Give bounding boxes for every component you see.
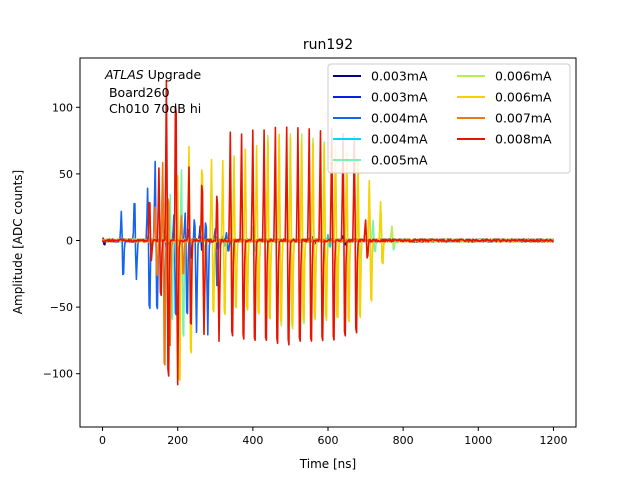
legend-label: 0.004mA — [371, 132, 428, 147]
x-tick-label: 0 — [99, 434, 106, 447]
legend-label: 0.004mA — [371, 111, 428, 126]
x-axis-label: Time [ns] — [299, 457, 356, 471]
legend-label: 0.005mA — [371, 153, 428, 168]
y-axis-label: Amplitude [ADC counts] — [11, 170, 25, 314]
y-tick-label: −100 — [43, 368, 73, 381]
chart-title: run192 — [303, 37, 353, 53]
legend-label: 0.006mA — [495, 69, 552, 84]
legend-label: 0.003mA — [371, 69, 428, 84]
annotation-atlas: ATLAS — [104, 67, 144, 82]
legend-label: 0.008mA — [495, 132, 552, 147]
y-tick-label: 0 — [66, 235, 73, 248]
x-axis-ticks: 0 200 400 600 800 1000 1200 — [99, 427, 567, 447]
series-layer — [101, 79, 555, 386]
annotation-line-3: Ch010 70dB hi — [105, 101, 201, 116]
annotation-upgrade: Upgrade — [144, 67, 202, 82]
y-tick-label: −50 — [50, 301, 73, 314]
series-line-9 — [101, 79, 554, 386]
x-tick-label: 1000 — [464, 434, 492, 447]
x-tick-label: 600 — [318, 434, 339, 447]
legend-label: 0.006mA — [495, 90, 552, 105]
legend-box — [327, 63, 571, 174]
x-tick-label: 1200 — [539, 434, 567, 447]
legend: 0.003mA 0.003mA 0.004mA 0.004mA 0.005mA 0.006… — [327, 63, 571, 174]
y-tick-label: 100 — [52, 101, 73, 114]
annotation-line-1: ATLAS Upgrade — [104, 67, 201, 82]
legend-label: 0.007mA — [495, 111, 552, 126]
y-axis-ticks: −100 −50 0 50 100 — [43, 101, 80, 381]
axes: 0 200 400 600 800 1000 1200 −100 −50 0 50 100 — [43, 57, 577, 447]
legend-label: 0.003mA — [371, 90, 428, 105]
x-tick-label: 400 — [242, 434, 263, 447]
x-tick-label: 200 — [167, 434, 188, 447]
x-tick-label: 800 — [393, 434, 414, 447]
annotation-line-2: Board260 — [105, 85, 170, 100]
y-tick-label: 50 — [59, 168, 73, 181]
atlas-annotation: ATLAS Upgrade Board260 Ch010 70dB hi — [104, 67, 201, 116]
